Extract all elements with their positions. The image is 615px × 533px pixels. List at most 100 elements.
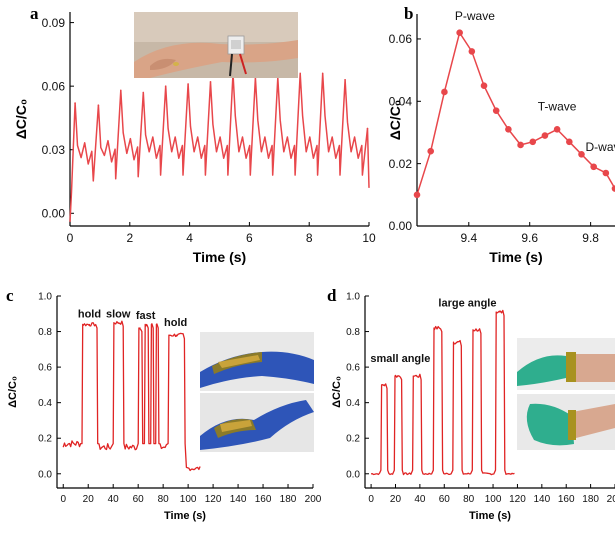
- x-tick-label: 2: [126, 231, 133, 245]
- x-tick-label: 9.4: [460, 231, 477, 245]
- data-point: [344, 79, 346, 81]
- data-point: [468, 48, 476, 55]
- x-tick-label: 160: [558, 494, 575, 505]
- data-point: [456, 29, 463, 37]
- data-point: [602, 169, 610, 177]
- y-axis-title: ΔC/C₀: [387, 100, 403, 140]
- annotation-label: fast: [136, 310, 156, 322]
- y-tick-label: 0.2: [38, 434, 52, 445]
- data-point: [517, 141, 524, 149]
- y-tick-label: 0.00: [42, 206, 66, 220]
- x-tick-label: 60: [133, 494, 145, 505]
- x-tick-label: 100: [485, 494, 502, 505]
- data-point: [541, 132, 549, 139]
- annotation-label: D-wave: [586, 140, 615, 154]
- annotation-label: hold: [164, 317, 187, 329]
- x-tick-label: 10: [362, 231, 376, 245]
- x-tick-label: 120: [509, 494, 526, 505]
- x-tick-label: 8: [306, 231, 313, 245]
- x-tick-label: 0: [60, 494, 66, 505]
- data-point: [139, 327, 141, 329]
- data-point: [120, 89, 122, 92]
- data-point: [366, 127, 369, 130]
- chart-panel-d: 0 20 40 60 80 100 120 140 160 180 200 0.0 0.2 0.4 0.6 0…: [331, 292, 615, 522]
- x-tick-label: 180: [582, 494, 599, 505]
- annotation-label: hold: [78, 308, 101, 320]
- y-tick-label: 0.4: [346, 398, 360, 409]
- data-point: [492, 107, 500, 114]
- x-tick-label: 40: [414, 494, 426, 505]
- data-point: [156, 323, 158, 326]
- x-tick-label: 160: [255, 494, 272, 505]
- x-tick-label: 200: [607, 494, 615, 505]
- data-point: [529, 138, 537, 146]
- data-point: [142, 91, 145, 94]
- data-point: [427, 147, 435, 155]
- y-tick-label: 0.6: [38, 363, 52, 374]
- annotation-label: slow: [106, 308, 131, 320]
- data-point: [145, 323, 147, 326]
- y-tick-label: 0.0: [38, 469, 52, 480]
- y-tick-label: 0.09: [42, 16, 66, 30]
- x-tick-label: 120: [205, 494, 222, 505]
- y-tick-label: 0.6: [346, 363, 360, 374]
- data-point: [209, 81, 212, 83]
- chart-panel-a: 0 2 4 6 8 10 0.00 0.03 0.06 0.09 Time (s) ΔC/C₀: [13, 12, 376, 265]
- data-point: [416, 375, 418, 377]
- data-point: [97, 104, 100, 107]
- x-tick-label: 100: [180, 494, 197, 505]
- annotation-label: P-wave: [455, 9, 495, 23]
- glove-finger-bent-photo: [200, 393, 314, 452]
- x-tick-label: 140: [533, 494, 550, 505]
- data-point: [397, 375, 399, 377]
- data-point: [164, 85, 167, 87]
- x-tick-label: 180: [280, 494, 297, 505]
- y-axis-title: ΔC/C₀: [331, 376, 343, 408]
- x-tick-label: 20: [83, 494, 95, 505]
- annotation-label: large angle: [438, 298, 496, 310]
- data-point: [475, 329, 478, 331]
- panel-label-c: c: [6, 286, 14, 305]
- annotation-label: T-wave: [538, 100, 577, 114]
- y-tick-label: 1.0: [346, 292, 360, 303]
- data-point: [413, 191, 421, 199]
- x-axis-title: Time (s): [489, 249, 542, 265]
- y-tick-label: 0.00: [389, 219, 413, 233]
- data-point: [480, 82, 488, 90]
- y-axis-title: ΔC/C₀: [7, 376, 19, 408]
- chart-panel-c: 0 20 40 60 80 100 120 140 160 180 200 0.0 0.2 0.4 0.6 0…: [7, 292, 322, 523]
- x-tick-label: 140: [230, 494, 247, 505]
- wrist-up-photo: [517, 338, 615, 390]
- series-line: [416, 30, 615, 196]
- panel-label-a: a: [30, 4, 39, 23]
- data-point: [74, 102, 76, 104]
- series-line: [371, 309, 515, 476]
- data-point: [499, 311, 501, 313]
- x-tick-label: 6: [246, 231, 253, 245]
- y-tick-label: 0.2: [346, 434, 360, 445]
- data-point: [299, 72, 302, 75]
- data-point: [321, 72, 324, 75]
- data-point: [505, 126, 512, 133]
- data-point: [175, 334, 177, 336]
- y-tick-label: 0.02: [389, 157, 413, 171]
- x-axis-title: Time (s): [469, 510, 511, 522]
- annotation-label: small angle: [370, 353, 430, 365]
- x-tick-label: 80: [463, 494, 475, 505]
- data-point: [590, 163, 597, 171]
- x-tick-label: 9.8: [582, 231, 599, 245]
- x-tick-label: 9.6: [521, 231, 538, 245]
- series-line: [62, 320, 201, 472]
- y-tick-label: 0.8: [346, 327, 360, 338]
- data-point: [151, 323, 153, 326]
- series-line: [69, 72, 370, 222]
- data-point: [578, 150, 585, 158]
- data-point: [117, 322, 119, 324]
- x-tick-label: 0: [368, 494, 374, 505]
- y-tick-label: 0.4: [38, 398, 52, 409]
- y-tick-label: 0.8: [38, 327, 52, 338]
- panel-label-b: b: [404, 4, 413, 23]
- x-tick-label: 40: [108, 494, 120, 505]
- data-point: [611, 185, 615, 192]
